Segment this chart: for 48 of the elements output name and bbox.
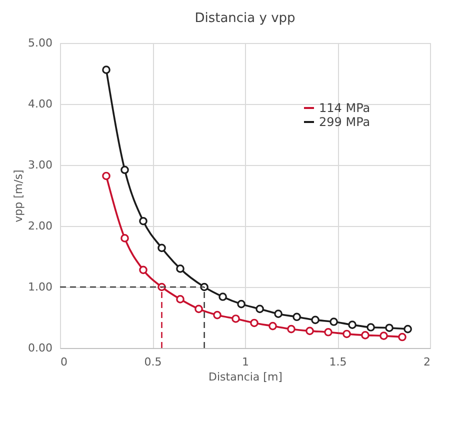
point	[102, 172, 110, 180]
point	[139, 266, 148, 274]
x-tick-label: 2	[424, 356, 430, 368]
y-tick-label: 1.00	[28, 280, 52, 294]
y-tick-label: 4.00	[28, 98, 52, 110]
y-tick-label: 5.00	[28, 36, 52, 50]
point	[398, 332, 406, 342]
point	[324, 328, 332, 336]
point	[120, 166, 129, 174]
chart-title: Distancia y vpp	[194, 11, 296, 26]
point	[176, 264, 184, 273]
legend-label: 299 MPa	[319, 115, 370, 129]
x-tick-label: 1.5	[329, 356, 347, 368]
point	[102, 66, 110, 74]
x-tick-label: 0.5	[144, 356, 162, 368]
point	[306, 326, 314, 336]
point	[385, 324, 394, 332]
point	[237, 300, 246, 308]
point	[256, 304, 264, 314]
point	[158, 244, 166, 252]
point	[380, 332, 388, 340]
y-tick-label: 2.00	[28, 220, 52, 232]
point	[330, 318, 338, 326]
point	[342, 330, 351, 338]
legend-label: 114 MPa	[319, 101, 370, 115]
point	[311, 316, 320, 324]
point	[361, 331, 370, 340]
x-axis-title: Distancia [m]	[208, 370, 282, 384]
point	[218, 292, 227, 301]
point	[268, 322, 277, 330]
point	[232, 314, 240, 323]
y-axis-title: vpp [m/s]	[12, 170, 26, 222]
y-tick-label: 3.00	[28, 158, 52, 172]
point	[139, 216, 148, 226]
x-tick-label: 0	[60, 356, 68, 368]
y-tick-label: 0.00	[28, 342, 52, 354]
point	[274, 310, 282, 318]
point	[348, 320, 356, 329]
point	[287, 324, 296, 334]
point	[292, 312, 301, 322]
point	[120, 234, 129, 242]
point	[366, 323, 375, 332]
point	[213, 310, 222, 320]
point	[250, 318, 258, 328]
x-tick-label: 1	[242, 356, 249, 368]
point	[404, 324, 412, 334]
point	[176, 295, 184, 304]
point	[194, 304, 203, 314]
